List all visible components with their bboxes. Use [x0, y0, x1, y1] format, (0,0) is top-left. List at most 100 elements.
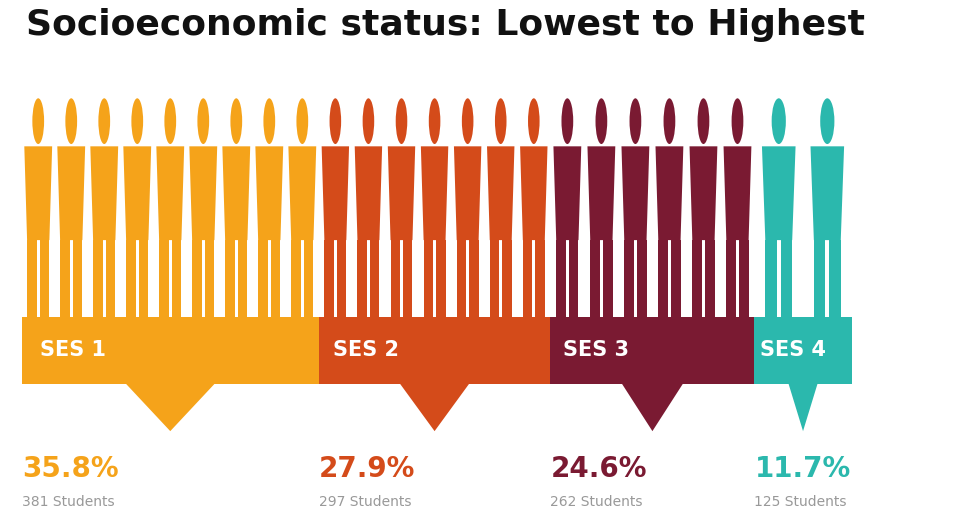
FancyBboxPatch shape	[21, 317, 319, 384]
Text: 381 Students: 381 Students	[21, 495, 114, 508]
Polygon shape	[692, 240, 702, 327]
Ellipse shape	[630, 98, 642, 144]
Text: Socioeconomic status: Lowest to Highest: Socioeconomic status: Lowest to Highest	[26, 8, 865, 42]
Polygon shape	[637, 240, 646, 327]
Polygon shape	[388, 147, 415, 240]
Polygon shape	[238, 240, 248, 327]
Ellipse shape	[263, 98, 275, 144]
FancyBboxPatch shape	[319, 317, 550, 384]
Text: 24.6%: 24.6%	[550, 455, 646, 483]
Polygon shape	[765, 240, 777, 327]
Ellipse shape	[296, 98, 308, 144]
Polygon shape	[325, 240, 333, 327]
Text: 35.8%: 35.8%	[21, 455, 118, 483]
Polygon shape	[655, 147, 683, 240]
Polygon shape	[705, 240, 715, 327]
Ellipse shape	[98, 98, 110, 144]
Ellipse shape	[330, 98, 341, 144]
Polygon shape	[622, 384, 683, 431]
Ellipse shape	[462, 98, 474, 144]
Polygon shape	[189, 147, 217, 240]
Text: SES 4: SES 4	[760, 341, 826, 360]
Polygon shape	[93, 240, 102, 327]
Text: 125 Students: 125 Students	[755, 495, 847, 508]
Polygon shape	[723, 147, 752, 240]
Polygon shape	[258, 240, 268, 327]
Polygon shape	[421, 147, 448, 240]
Polygon shape	[523, 240, 532, 327]
Polygon shape	[292, 240, 300, 327]
Ellipse shape	[528, 98, 539, 144]
Ellipse shape	[495, 98, 507, 144]
Polygon shape	[27, 240, 37, 327]
Polygon shape	[671, 240, 681, 327]
Polygon shape	[454, 147, 482, 240]
Polygon shape	[739, 240, 749, 327]
Polygon shape	[489, 240, 499, 327]
Ellipse shape	[32, 98, 44, 144]
Text: 11.7%: 11.7%	[755, 455, 851, 483]
Polygon shape	[554, 147, 581, 240]
Polygon shape	[456, 240, 466, 327]
Polygon shape	[603, 240, 612, 327]
Polygon shape	[255, 147, 283, 240]
Polygon shape	[156, 147, 184, 240]
Polygon shape	[588, 147, 615, 240]
Polygon shape	[789, 384, 818, 431]
Polygon shape	[225, 240, 235, 327]
Polygon shape	[469, 240, 479, 327]
Polygon shape	[73, 240, 82, 327]
Polygon shape	[159, 240, 169, 327]
Polygon shape	[138, 240, 148, 327]
Polygon shape	[520, 147, 548, 240]
Polygon shape	[192, 240, 202, 327]
Ellipse shape	[429, 98, 441, 144]
Polygon shape	[91, 147, 118, 240]
Ellipse shape	[771, 98, 786, 144]
Polygon shape	[370, 240, 379, 327]
Ellipse shape	[562, 98, 573, 144]
Text: SES 1: SES 1	[40, 341, 105, 360]
Polygon shape	[621, 147, 649, 240]
Polygon shape	[624, 240, 634, 327]
Polygon shape	[355, 147, 382, 240]
Polygon shape	[568, 240, 578, 327]
Polygon shape	[689, 147, 718, 240]
Ellipse shape	[396, 98, 408, 144]
Polygon shape	[726, 240, 736, 327]
Polygon shape	[556, 240, 566, 327]
Text: SES 3: SES 3	[563, 341, 629, 360]
Polygon shape	[535, 240, 545, 327]
Polygon shape	[126, 240, 136, 327]
Polygon shape	[658, 240, 668, 327]
Polygon shape	[222, 147, 251, 240]
Polygon shape	[40, 240, 50, 327]
Polygon shape	[271, 240, 281, 327]
Polygon shape	[58, 147, 85, 240]
Polygon shape	[205, 240, 214, 327]
FancyBboxPatch shape	[550, 317, 755, 384]
Polygon shape	[126, 384, 214, 431]
Polygon shape	[322, 147, 349, 240]
Polygon shape	[60, 240, 69, 327]
Polygon shape	[436, 240, 446, 327]
Polygon shape	[502, 240, 512, 327]
Ellipse shape	[165, 98, 176, 144]
Text: 27.9%: 27.9%	[319, 455, 415, 483]
Ellipse shape	[596, 98, 607, 144]
Polygon shape	[829, 240, 840, 327]
Ellipse shape	[664, 98, 676, 144]
Polygon shape	[590, 240, 600, 327]
Polygon shape	[761, 147, 796, 240]
FancyBboxPatch shape	[755, 317, 851, 384]
Ellipse shape	[65, 98, 77, 144]
Ellipse shape	[820, 98, 835, 144]
Polygon shape	[400, 384, 469, 431]
Ellipse shape	[132, 98, 143, 144]
Ellipse shape	[363, 98, 374, 144]
Polygon shape	[391, 240, 400, 327]
Polygon shape	[172, 240, 181, 327]
Text: SES 2: SES 2	[332, 341, 399, 360]
Ellipse shape	[697, 98, 710, 144]
Polygon shape	[358, 240, 367, 327]
